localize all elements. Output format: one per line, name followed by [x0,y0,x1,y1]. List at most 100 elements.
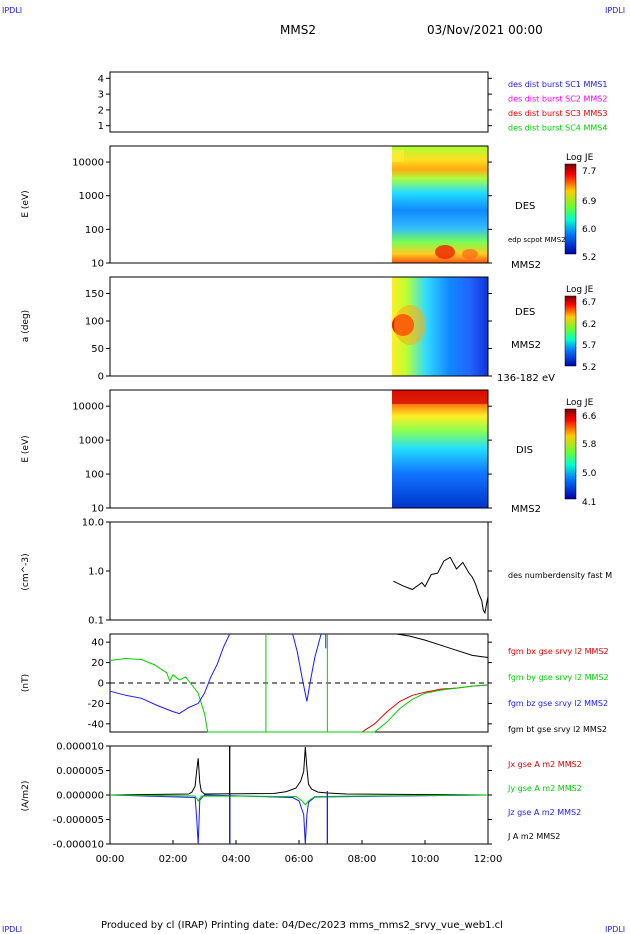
colorbar-tick: 7.7 [582,167,596,177]
colorbar-scale [564,295,577,367]
corner-label-br: IPDLI [605,925,625,934]
y-tick-label: 150 [85,289,104,300]
colorbar-tick: 5.0 [582,469,597,479]
legend-entry: des dist burst SC1 MMS1 [508,80,607,89]
des-energy-scpot-label: edp scpot MMS2 [508,236,566,244]
x-tick-label: 04:00 [222,854,251,865]
legend-entry: des dist burst SC4 MMS4 [508,124,607,133]
legend-entry: fgm bz gse srvy l2 MMS2 [508,699,608,708]
panel-des-energy: 10 100 1000 10000 E (eV) DES edp scpot MMS2… [21,145,597,271]
dis-energy-sc-label: MMS2 [511,504,541,515]
colorbar-scale [564,163,577,255]
density-legend: des numberdensity fast M [508,571,612,580]
panel-des-pitch: 0 50 100 150 a (deg) DES MMS2 136-182 eV Lo… [21,276,596,384]
dis-energy-instrument-label: DIS [516,445,533,456]
colorbar-title: Log JE [566,398,594,408]
x-tick-label: 08:00 [348,854,377,865]
colorbar-title: Log JE [566,153,594,163]
colorbar-tick: 6.9 [582,197,597,207]
current-series [109,746,489,845]
x-tick-label: 06:00 [285,854,314,865]
colorbar-tick: 5.2 [582,363,596,373]
current-legend: Jx gse A m2 MMS2 Jy gse A m2 MMS2 Jz gse A… [507,760,582,841]
datetime-title: 03/Nov/2021 00:00 [427,23,543,37]
dis-energy-spectrogram [392,390,488,508]
y-tick-label: -0.000010 [53,840,104,851]
colorbar-tick: 6.7 [582,298,596,308]
legend-entry: des dist burst SC3 MMS3 [508,109,607,118]
legend-entry: fgm by gse srvy l2 MMS2 [508,673,609,682]
y-tick-label: -40 [88,719,104,730]
series-line [393,556,489,615]
des-pitch-patch [394,305,426,345]
panel-des-energy-frame [109,145,489,264]
y-tick-label: -20 [88,699,104,710]
y-tick-label: 10 [91,504,104,515]
des-pitch-y-ticks: 0 50 100 150 [85,289,492,383]
legend-entry: Jy gse A m2 MMS2 [507,784,582,793]
des-energy-y-ticks: 10 100 1000 10000 [72,158,492,270]
y-tick-label: 4 [98,74,104,85]
series-line [361,684,489,733]
series-line [109,794,489,806]
x-tick-label: 12:00 [474,854,503,865]
series-line [109,746,489,796]
fgm-legend: fgm bx gse srvy l2 MMS2 fgm by gse srvy l… [508,647,609,734]
series-line [109,794,489,845]
y-tick-label: -0.000005 [53,815,104,826]
des-pitch-spectrogram [392,277,488,376]
y-tick-label: 100 [85,317,104,328]
corner-label-bl: IPDLI [2,925,22,934]
y-tick-label: 2 [98,105,104,116]
y-tick-label: 40 [91,638,104,649]
density-series [393,556,489,615]
y-tick-label: 10 [91,259,104,270]
fgm-y-ticks: -40 -20 0 20 40 [88,638,492,730]
des-energy-patch [435,245,455,259]
burst-legend: des dist burst SC1 MMS1 des dist burst SC… [508,80,607,133]
des-energy-patch [392,150,404,162]
current-ylabel: (A/m2) [21,781,31,812]
legend-entry: fgm bt gse srvy l2 MMS2 [508,725,607,734]
des-energy-fill [392,146,488,263]
y-tick-label: 1.0 [88,567,104,578]
density-ylabel: (cm^-3) [21,553,31,590]
panel-dis-energy-frame [109,389,489,509]
des-energy-spectrogram [392,146,488,263]
y-tick-label: 0.000000 [56,791,104,802]
y-tick-label: 100 [85,470,104,481]
des-pitch-instrument-label: DES [515,307,535,318]
series-line [396,633,489,658]
time-x-ticks: 00:00 02:00 04:00 06:00 08:00 10:00 12:00 [96,840,503,865]
des-energy-patch [462,249,478,259]
y-tick-label: 10000 [72,402,104,413]
panel-burst-frame [109,71,489,133]
colorbar-tick: 5.2 [582,253,596,263]
colorbar-tick: 4.1 [582,498,596,508]
y-tick-label: 1000 [79,436,104,447]
y-tick-label: 50 [91,344,104,355]
y-tick-label: 10000 [72,158,104,169]
panel-current: -0.000010 -0.000005 0.000000 0.000005 0.0000… [21,742,582,866]
y-tick-label: 10.0 [82,518,104,529]
y-tick-label: 1 [98,121,104,132]
fgm-series [109,633,489,733]
colorbar-tick: 5.8 [582,440,597,450]
series-line [109,633,231,715]
colorbar-title: Log JE [566,285,594,295]
dis-energy-ylabel: E (eV) [21,435,31,462]
colorbar-tick: 6.6 [582,412,597,422]
footer-credit: Produced by cl (IRAP) Printing date: 04/… [101,920,503,931]
y-tick-label: 0 [98,679,104,690]
legend-entry: des dist burst SC2 MMS2 [508,95,607,104]
legend-entry: Jx gse A m2 MMS2 [507,760,582,769]
x-tick-label: 02:00 [159,854,188,865]
fgm-ylabel: (nT) [21,674,31,692]
burst-y-ticks: 1 2 3 4 [98,74,492,132]
des-energy-instrument-label: DES [515,201,535,212]
y-tick-label: 0 [98,372,104,383]
y-tick-label: 20 [91,658,104,669]
des-energy-colorbar: Log JE 7.7 6.9 6.0 5.2 [564,153,597,263]
